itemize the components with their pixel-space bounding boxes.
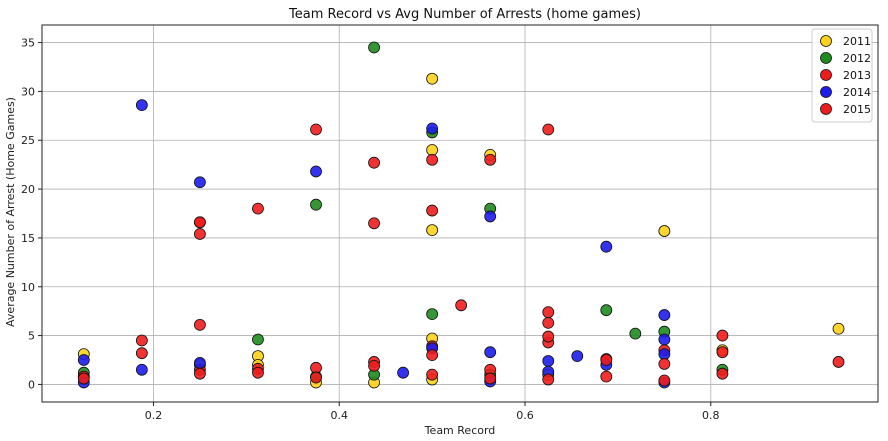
- data-point-2013: [135, 334, 148, 347]
- data-point-2015: [542, 330, 555, 343]
- data-point-2014: [77, 354, 90, 366]
- data-point-2012: [629, 327, 642, 340]
- data-point-2015: [426, 368, 439, 381]
- data-point-2013: [310, 123, 322, 136]
- data-point-2011: [426, 224, 439, 237]
- data-point-2015: [542, 306, 555, 319]
- data-point-2015: [484, 153, 497, 166]
- data-point-2013: [832, 356, 845, 368]
- y-tick-label: 0: [28, 378, 35, 391]
- data-point-2014: [484, 210, 497, 223]
- data-point-2015: [368, 359, 380, 372]
- x-axis-label: Team Record: [424, 424, 496, 437]
- data-point-2014: [658, 333, 671, 346]
- data-point-2014: [426, 122, 439, 135]
- y-tick-label: 25: [21, 134, 35, 147]
- y-tick-label: 5: [28, 330, 35, 343]
- data-point-2012: [310, 198, 322, 211]
- y-tick-label: 20: [21, 183, 35, 196]
- data-point-2015: [135, 347, 148, 360]
- y-tick-label: 15: [21, 232, 35, 245]
- data-point-2014: [310, 165, 322, 178]
- data-point-2015: [658, 374, 671, 387]
- data-points: [77, 41, 845, 389]
- data-point-2014: [135, 363, 148, 376]
- data-point-2015: [600, 370, 613, 383]
- data-point-2012: [426, 308, 439, 320]
- legend-label-2014: 2014: [843, 86, 871, 99]
- y-tick-label: 35: [21, 37, 35, 50]
- y-tick-label: 10: [21, 281, 35, 294]
- data-point-2015: [194, 367, 206, 380]
- data-point-2015: [484, 372, 497, 385]
- data-point-2011: [658, 225, 671, 237]
- legend-label-2011: 2011: [843, 35, 871, 48]
- data-point-2015: [252, 202, 264, 215]
- data-point-2013: [542, 123, 555, 136]
- grid-lines: [42, 25, 878, 402]
- data-point-2012: [600, 304, 613, 317]
- x-tick-label: 0.8: [702, 409, 720, 422]
- data-point-2015: [542, 373, 555, 386]
- data-point-2013: [542, 316, 555, 329]
- chart-title: Team Record vs Avg Number of Arrests (ho…: [288, 7, 641, 22]
- data-point-2013: [716, 329, 729, 342]
- legend-label-2012: 2012: [843, 52, 871, 65]
- x-tick-label: 0.6: [516, 409, 534, 422]
- legend-marker-2012: [820, 52, 832, 64]
- data-point-2011: [426, 72, 439, 85]
- data-point-2015: [194, 228, 206, 240]
- data-point-2014: [135, 99, 148, 111]
- data-point-2014: [484, 346, 497, 359]
- legend: 2011 2012 2013 2014 2015: [811, 28, 873, 123]
- data-point-2015: [426, 349, 439, 362]
- data-point-2015: [194, 318, 206, 331]
- data-point-2013: [716, 367, 729, 380]
- axis-ticks: 0.2 0.4 0.6 0.8 0 5 10 15 20 25 30 35: [21, 37, 720, 422]
- data-point-2014: [658, 348, 671, 361]
- data-point-2013: [455, 299, 468, 312]
- data-point-2013: [426, 204, 439, 217]
- legend-marker-2011: [820, 35, 832, 47]
- data-point-2014: [542, 355, 555, 367]
- legend-marker-2015: [820, 103, 832, 115]
- data-point-2013: [368, 156, 380, 169]
- data-point-2012: [252, 333, 264, 346]
- data-point-2015: [658, 358, 671, 370]
- data-point-2015: [77, 372, 90, 385]
- data-point-2014: [194, 176, 206, 189]
- data-point-2014: [571, 350, 584, 362]
- x-tick-label: 0.2: [145, 409, 163, 422]
- legend-label-2013: 2013: [843, 69, 871, 82]
- data-point-2014: [397, 366, 410, 379]
- data-point-2011: [426, 144, 439, 156]
- y-axis-label: Average Number of Arrest (Home Games): [4, 97, 17, 327]
- data-point-2015: [194, 216, 206, 229]
- data-point-2014: [600, 240, 613, 253]
- data-point-2015: [426, 153, 439, 166]
- data-point-2015: [252, 366, 264, 379]
- legend-marker-2014: [820, 86, 832, 98]
- data-point-2014: [658, 309, 671, 321]
- legend-marker-2013: [820, 69, 832, 81]
- y-tick-label: 30: [21, 85, 35, 98]
- data-point-2013: [310, 361, 322, 374]
- data-point-2014: [194, 357, 206, 369]
- data-point-2015: [716, 346, 729, 359]
- data-point-2012: [368, 41, 380, 54]
- data-point-2015: [600, 354, 613, 366]
- x-tick-label: 0.4: [330, 409, 348, 422]
- plot-frame: [41, 24, 879, 403]
- data-point-2015: [310, 371, 322, 384]
- legend-label-2015: 2015: [843, 103, 871, 116]
- data-point-2011: [832, 322, 845, 335]
- data-point-2013: [368, 217, 380, 230]
